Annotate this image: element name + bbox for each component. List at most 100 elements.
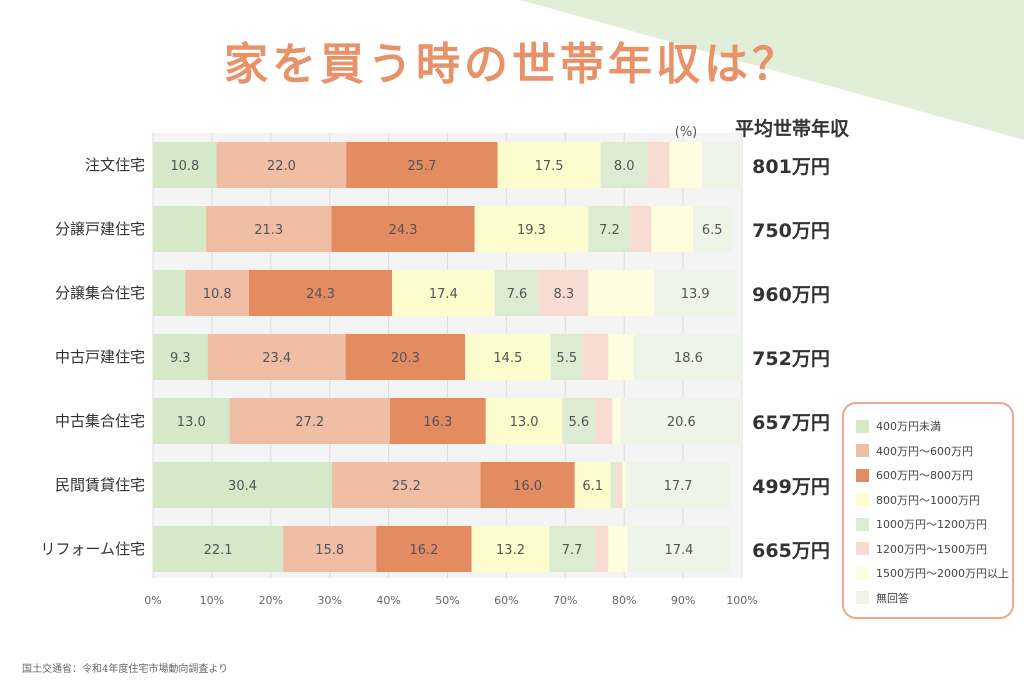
x-tick-label: 30%	[317, 594, 341, 607]
average-income-value: 752万円	[752, 348, 830, 370]
data-label: 9.3	[170, 351, 191, 366]
bar-segment	[654, 270, 737, 316]
data-label: 8.0	[614, 159, 635, 174]
bar-segment	[206, 206, 332, 252]
bar-segment	[625, 462, 731, 508]
legend-label: 400万円～600万円	[876, 444, 973, 458]
data-label: 5.6	[569, 415, 590, 430]
bar-segment	[494, 270, 540, 316]
data-label: 17.5	[535, 159, 564, 174]
data-label: 10.8	[170, 159, 199, 174]
legend-item: 600万円～800万円	[856, 463, 1012, 488]
data-label: 8.3	[553, 287, 574, 302]
average-income-header: 平均世帯年収	[735, 117, 850, 140]
data-label: 13.9	[681, 287, 710, 302]
bar-segment	[610, 462, 617, 508]
legend-item: 400万円未満	[856, 414, 1012, 439]
bar-segment	[216, 142, 347, 188]
data-label: 25.2	[392, 479, 421, 494]
average-income-value: 499万円	[752, 476, 830, 498]
data-label: 15.8	[315, 543, 344, 558]
legend-label: 1200万円～1500万円	[876, 542, 987, 556]
bar-segment	[630, 206, 652, 252]
data-label: 21.3	[254, 223, 283, 238]
average-income-value: 801万円	[752, 156, 830, 178]
bar-segment	[669, 142, 702, 188]
bar-segment	[594, 526, 609, 572]
bar-segment	[651, 206, 694, 252]
bar-segment	[622, 462, 626, 508]
bar-segment	[608, 334, 634, 380]
legend-swatch	[856, 517, 869, 531]
data-label: 22.0	[267, 159, 296, 174]
legend-label: 1000万円～1200万円	[876, 518, 987, 532]
data-label: 17.7	[664, 479, 693, 494]
data-label: 16.3	[423, 415, 452, 430]
data-label: 5.5	[556, 351, 577, 366]
legend-item: 800万円～1000万円	[856, 488, 1012, 513]
bar-segment	[550, 334, 583, 380]
bar-segment	[582, 334, 609, 380]
bar-segment	[153, 462, 333, 508]
legend-swatch	[856, 419, 869, 433]
bar-segment	[153, 206, 207, 252]
bar-segment	[185, 270, 250, 316]
bar-segment	[345, 334, 466, 380]
legend-item: 無回答	[856, 586, 1012, 611]
data-label: 17.4	[665, 543, 694, 558]
category-label: 分譲集合住宅	[55, 284, 145, 302]
bar-segment	[588, 206, 631, 252]
bar-segment	[465, 334, 551, 380]
data-label: 24.3	[306, 287, 335, 302]
data-label: 22.1	[204, 543, 233, 558]
bar-segment	[346, 142, 498, 188]
bar-segment	[497, 142, 601, 188]
data-label: 20.6	[667, 415, 696, 430]
data-label: 14.5	[493, 351, 522, 366]
bar-segment	[608, 526, 628, 572]
bar-segment	[616, 462, 623, 508]
legend-swatch	[856, 542, 869, 556]
data-label: 17.4	[429, 287, 458, 302]
x-tick-label: 70%	[553, 594, 577, 607]
data-label: 27.2	[295, 415, 324, 430]
bar-segment	[612, 398, 621, 444]
data-label: 20.3	[391, 351, 420, 366]
bar-segment	[153, 398, 230, 444]
bar-segment	[153, 334, 208, 380]
category-label: リフォーム住宅	[40, 540, 145, 558]
bar-segment	[207, 334, 346, 380]
bar-segment	[153, 526, 284, 572]
average-income-value: 750万円	[752, 220, 830, 242]
legend-label: 1500万円～2000万円以上	[876, 567, 1009, 581]
bar-segment	[627, 526, 731, 572]
legend-item: 1500万円～2000万円以上	[856, 561, 1012, 586]
bar-segment	[701, 142, 742, 188]
data-label: 13.2	[496, 543, 525, 558]
data-label: 19.3	[517, 223, 546, 238]
legend-label: 400万円未満	[876, 420, 941, 434]
category-label: 中古集合住宅	[55, 412, 145, 430]
x-tick-label: 50%	[435, 594, 459, 607]
bar-segment	[249, 270, 393, 316]
legend-item: 1200万円～1500万円	[856, 537, 1012, 562]
bar-segment	[485, 398, 563, 444]
bar-segment	[471, 526, 550, 572]
x-tick-label: 90%	[671, 594, 695, 607]
bar-segment	[588, 270, 655, 316]
average-income-value: 960万円	[752, 284, 830, 306]
bar-segment	[153, 270, 186, 316]
data-label: 18.6	[674, 351, 703, 366]
category-label: 中古戸建住宅	[55, 348, 145, 366]
bar-segment	[574, 462, 611, 508]
legend-swatch	[856, 493, 869, 507]
data-label: 13.0	[177, 415, 206, 430]
bar-segment	[595, 398, 613, 444]
legend-swatch	[856, 566, 869, 580]
bar-segment	[693, 206, 732, 252]
bar-segment	[392, 270, 495, 316]
bar-segment	[562, 398, 596, 444]
bar-segment	[331, 206, 475, 252]
